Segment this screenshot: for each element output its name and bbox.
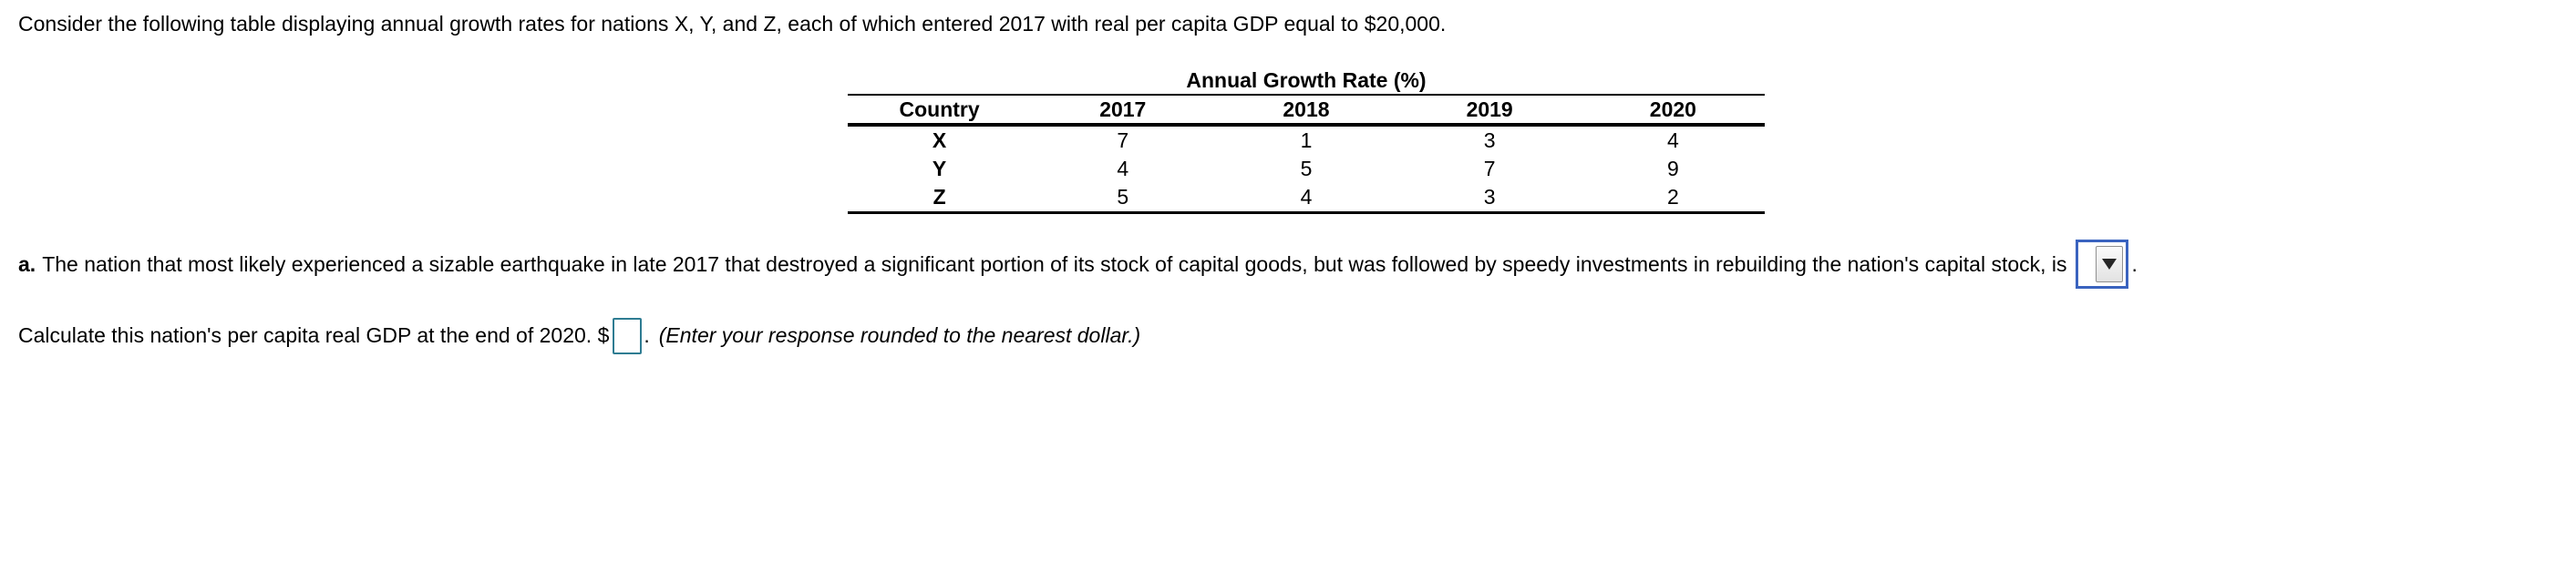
question-b-period: .: [644, 323, 650, 347]
table-row: X 7 1 3 4: [848, 125, 1765, 154]
growth-cell: 7: [1483, 156, 1496, 180]
growth-cell: 4: [1214, 183, 1398, 214]
country-cell: Y: [932, 156, 947, 180]
chevron-down-icon: [2101, 259, 2117, 270]
column-header-2019: 2019: [1397, 94, 1582, 127]
question-b-text: Calculate this nation's per capita real …: [18, 323, 610, 347]
table-header-row: Country 2017 2018 2019 2020: [848, 94, 1765, 127]
growth-cell: 5: [1031, 183, 1215, 214]
column-header-2017: 2017: [1031, 94, 1215, 127]
growth-cell: 2: [1581, 183, 1765, 214]
growth-cell: 3: [1397, 183, 1582, 214]
table-title: Annual Growth Rate (%): [1186, 68, 1427, 92]
question-a-period: .: [2131, 251, 2138, 276]
growth-cell: 4: [1117, 156, 1129, 180]
growth-cell: 4: [1666, 128, 1679, 152]
question-b: Calculate this nation's per capita real …: [18, 316, 1140, 355]
dropdown-button[interactable]: [2095, 246, 2123, 282]
column-header-2020: 2020: [1581, 94, 1765, 127]
growth-cell: 5: [1300, 156, 1313, 180]
question-a: a. The nation that most likely experienc…: [18, 239, 2138, 290]
growth-cell: 9: [1666, 156, 1679, 180]
growth-cell: 1: [1300, 128, 1313, 152]
answer-format-hint: (Enter your response rounded to the near…: [658, 323, 1141, 347]
growth-cell: 7: [1117, 128, 1129, 152]
growth-rate-table: Annual Growth Rate (%) Country 2017 2018…: [848, 67, 1765, 214]
gdp-amount-input[interactable]: [613, 317, 643, 354]
country-cell: Z: [848, 183, 1032, 214]
column-header-2018: 2018: [1214, 94, 1398, 127]
table-row: Z 5 4 3 2: [848, 183, 1765, 214]
question-a-label: a.: [18, 251, 36, 276]
growth-cell: 3: [1483, 128, 1496, 152]
question-a-text: The nation that most likely experienced …: [42, 251, 2067, 276]
column-header-country: Country: [848, 94, 1032, 127]
nation-select-dropdown[interactable]: [2075, 240, 2128, 289]
table-row: Y 4 5 7 9: [848, 154, 1765, 183]
intro-text: Consider the following table displaying …: [18, 12, 1447, 36]
country-cell: X: [932, 128, 947, 152]
